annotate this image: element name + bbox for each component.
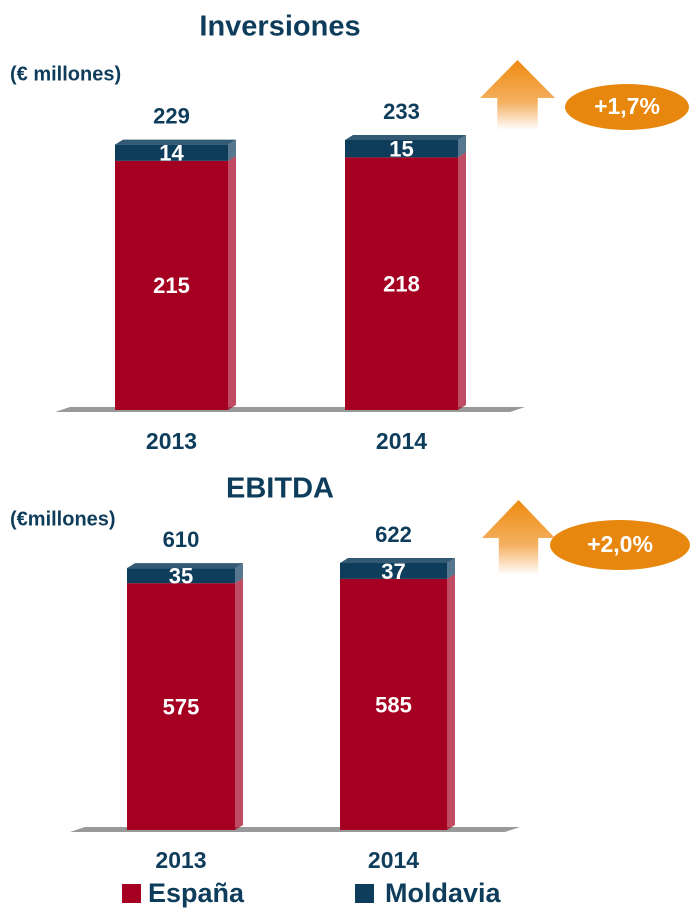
total-label: 233 bbox=[383, 99, 420, 124]
bar-top bbox=[340, 558, 455, 563]
total-label: 229 bbox=[153, 103, 190, 128]
data-label: 218 bbox=[383, 272, 420, 297]
bar-segment bbox=[340, 578, 447, 830]
bar-segment bbox=[115, 144, 228, 161]
data-label: 575 bbox=[163, 694, 200, 719]
x-tick-label: 2014 bbox=[376, 428, 427, 454]
legend-swatch bbox=[122, 884, 141, 903]
legend-label: Moldavia bbox=[385, 878, 502, 908]
chart-title: EBITDA bbox=[226, 473, 334, 505]
chart-subtitle: (€millones) bbox=[10, 508, 116, 530]
bar-top bbox=[115, 139, 236, 145]
bar-top bbox=[345, 135, 466, 140]
bar-side bbox=[228, 139, 236, 161]
bar-side bbox=[235, 578, 243, 830]
growth-badge bbox=[550, 520, 690, 570]
total-label: 610 bbox=[163, 527, 200, 552]
data-label: 14 bbox=[159, 141, 184, 166]
growth-arrow bbox=[480, 60, 555, 130]
growth-badge bbox=[565, 84, 689, 130]
bar-top bbox=[127, 563, 243, 569]
bar-segment bbox=[345, 140, 458, 158]
x-tick-label: 2014 bbox=[368, 847, 419, 873]
data-label: 585 bbox=[375, 692, 412, 717]
bar-segment bbox=[340, 563, 447, 579]
total-label: 622 bbox=[375, 522, 412, 547]
annotation: +1,7% bbox=[594, 93, 660, 119]
bar-side bbox=[228, 155, 236, 410]
data-label: 37 bbox=[381, 559, 405, 584]
bar-side bbox=[447, 573, 455, 830]
bar-side bbox=[458, 135, 466, 158]
x-tick-label: 2013 bbox=[155, 847, 206, 873]
bar-segment bbox=[127, 568, 235, 584]
growth-arrow bbox=[482, 500, 555, 575]
chart-title: Inversiones bbox=[199, 11, 360, 43]
chart-subtitle: (€ millones) bbox=[10, 63, 121, 85]
bar-side bbox=[447, 558, 455, 579]
legend-swatch bbox=[355, 884, 374, 903]
bar-side bbox=[458, 152, 466, 411]
legend-label: España bbox=[148, 878, 245, 908]
bar-segment bbox=[345, 157, 458, 410]
annotation: +2,0% bbox=[587, 531, 653, 557]
data-label: 35 bbox=[169, 563, 193, 588]
bar-segment bbox=[127, 583, 235, 830]
bar-segment bbox=[115, 160, 228, 410]
data-label: 15 bbox=[389, 137, 413, 162]
bar-side bbox=[235, 563, 243, 584]
data-label: 215 bbox=[153, 273, 190, 298]
x-tick-label: 2013 bbox=[146, 428, 197, 454]
